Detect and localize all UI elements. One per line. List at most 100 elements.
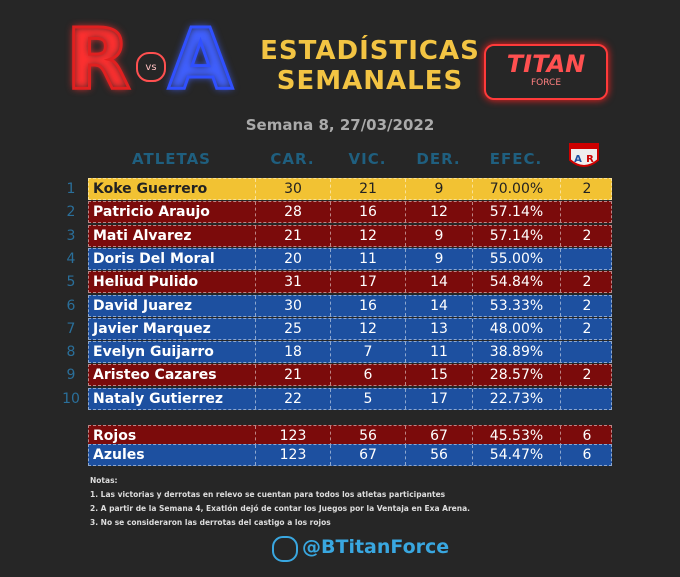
cell-name: Nataly Gutierrez xyxy=(89,388,256,409)
rank: 4 xyxy=(66,250,76,267)
cell-der: 56 xyxy=(406,445,473,465)
cell-der: 9 xyxy=(406,248,473,269)
notes-title: Notas: xyxy=(90,476,118,485)
cell-vic: 5 xyxy=(331,388,406,409)
rank: 10 xyxy=(62,390,80,407)
table-row: Azules 123 67 56 54.47% 6 xyxy=(88,444,612,466)
table-row: Patricio Araujo 28 16 12 57.14% xyxy=(88,201,613,224)
table-row: Doris Del Moral 20 11 9 55.00% xyxy=(88,247,613,270)
cell-name: Koke Guerrero xyxy=(89,179,256,199)
rank: 3 xyxy=(66,227,76,244)
cell-der: 67 xyxy=(406,426,473,446)
title-line: ESTADÍSTICAS xyxy=(260,36,480,66)
note-item: 3. No se consideraron las derrotas del c… xyxy=(90,518,331,527)
title-line: SEMANALES xyxy=(276,66,464,96)
table-row: Rojos 123 56 67 45.53% 6 xyxy=(88,425,612,447)
cell-efec: 70.00% xyxy=(473,179,561,199)
svg-text:A: A xyxy=(574,154,582,165)
table-row: Evelyn Guijarro 18 7 11 38.89% xyxy=(88,341,613,364)
cell-car: 20 xyxy=(256,248,331,269)
cell-car: 123 xyxy=(256,445,331,465)
logo-a: A xyxy=(166,10,234,108)
cell-extra: 6 xyxy=(582,447,592,463)
cell-der: 9 xyxy=(406,225,473,246)
rank: 1 xyxy=(66,181,76,197)
table-row: Javier Marquez 25 12 13 48.00% 2 xyxy=(88,317,612,340)
rank: 5 xyxy=(66,274,76,291)
cell-der: 14 xyxy=(406,272,473,293)
cell-name: Javier Marquez xyxy=(89,318,256,339)
cell-extra xyxy=(561,249,613,269)
cell-car: 30 xyxy=(256,179,331,199)
cell-name: Patricio Araujo xyxy=(89,202,256,223)
cell-name: Doris Del Moral xyxy=(89,248,256,269)
cell-der: 11 xyxy=(406,342,473,363)
cell-efec: 38.89% xyxy=(473,342,561,363)
cell-vic: 6 xyxy=(331,365,406,386)
cell-vic: 17 xyxy=(331,272,406,293)
cell-vic: 16 xyxy=(331,295,406,316)
cell-vic: 12 xyxy=(331,225,406,246)
cell-extra: 6 xyxy=(582,428,592,444)
footer-handle: @BTitanForce xyxy=(302,536,450,558)
rank: 8 xyxy=(66,344,76,361)
cell-der: 17 xyxy=(406,388,473,409)
twitter-icon xyxy=(272,536,298,562)
cell-extra: 2 xyxy=(582,320,592,337)
cell-car: 21 xyxy=(256,365,331,386)
note-item: 2. A partir de la Semana 4, Exatlón dejó… xyxy=(90,504,470,513)
cell-extra: 2 xyxy=(582,297,592,314)
cell-car: 25 xyxy=(256,318,331,339)
cell-efec: 57.14% xyxy=(473,225,561,246)
cell-name: David Juarez xyxy=(89,295,256,316)
cell-car: 21 xyxy=(256,225,331,246)
cell-name: Aristeo Cazares xyxy=(89,365,256,386)
cell-vic: 21 xyxy=(331,179,406,199)
cell-car: 22 xyxy=(256,388,331,409)
cell-vic: 11 xyxy=(331,248,406,269)
cell-car: 123 xyxy=(256,426,331,446)
column-header: ATLETAS xyxy=(132,150,211,168)
table-row: Mati Alvarez 21 12 9 57.14% 2 xyxy=(88,224,612,247)
column-header: VIC. xyxy=(348,150,387,168)
cell-efec: 48.00% xyxy=(473,318,561,339)
column-header: CAR. xyxy=(270,150,315,168)
cell-vic: 67 xyxy=(331,445,406,465)
logo-vs: vs xyxy=(136,52,166,82)
cell-efec: 45.53% xyxy=(473,426,561,446)
cell-vic: 16 xyxy=(331,202,406,223)
logo-titan-name: TITAN xyxy=(506,50,586,78)
rank: 7 xyxy=(66,320,76,337)
team-badge: A R xyxy=(569,143,599,167)
cell-car: 30 xyxy=(256,295,331,316)
cell-efec: 28.57% xyxy=(473,365,561,386)
rank: 9 xyxy=(66,367,76,384)
cell-name: Mati Alvarez xyxy=(89,225,256,246)
cell-efec: 54.84% xyxy=(473,272,561,293)
cell-vic: 7 xyxy=(331,342,406,363)
table-row: Heliud Pulido 31 17 14 54.84% 2 xyxy=(88,271,612,294)
cell-car: 18 xyxy=(256,342,331,363)
cell-car: 31 xyxy=(256,272,331,293)
cell-der: 15 xyxy=(406,365,473,386)
cell-efec: 55.00% xyxy=(473,248,561,269)
table-row: Aristeo Cazares 21 6 15 28.57% 2 xyxy=(88,364,612,387)
cell-extra xyxy=(561,389,613,409)
cell-efec: 53.33% xyxy=(473,295,561,316)
logo-titan-sub: FORCE xyxy=(530,78,562,88)
rank: 6 xyxy=(66,297,76,314)
column-header: EFEC. xyxy=(489,150,543,168)
cell-der: 9 xyxy=(406,179,473,199)
cell-extra xyxy=(561,342,613,362)
cell-extra: 2 xyxy=(582,227,592,244)
cell-efec: 57.14% xyxy=(473,202,561,223)
cell-vic: 56 xyxy=(331,426,406,446)
table-row: Nataly Gutierrez 22 5 17 22.73% xyxy=(88,387,613,410)
rank: 2 xyxy=(66,204,76,221)
cell-extra: 2 xyxy=(582,181,592,197)
cell-extra xyxy=(561,202,613,222)
svg-text:R: R xyxy=(586,154,594,165)
title: ESTADÍSTICAS SEMANALES xyxy=(250,36,490,96)
cell-name: Azules xyxy=(89,445,256,465)
